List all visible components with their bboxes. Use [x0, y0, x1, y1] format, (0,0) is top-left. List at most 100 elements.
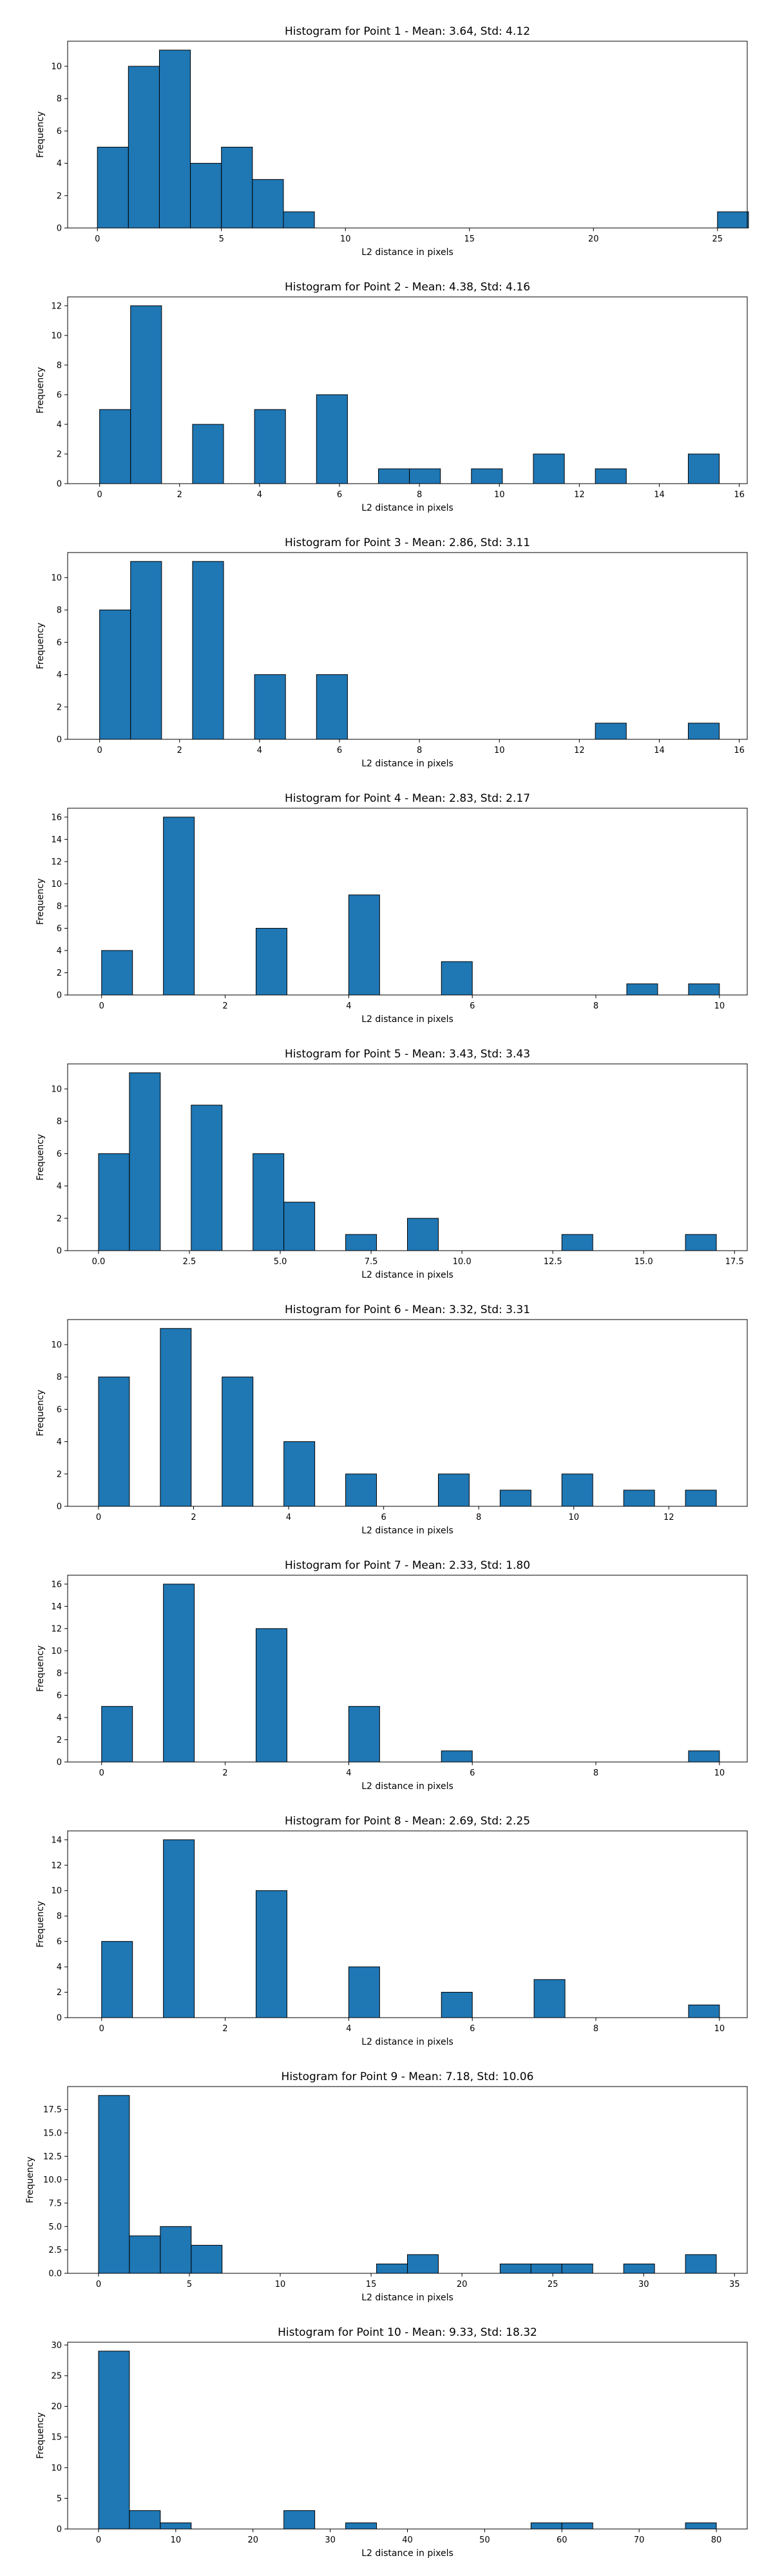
- x-tick-label: 4: [257, 746, 262, 755]
- histogram-bar: [688, 1750, 720, 1763]
- histogram-bar: [717, 211, 749, 229]
- histogram-bar: [98, 1153, 130, 1251]
- x-tick-label: 6: [470, 1768, 475, 1778]
- x-tick-label: 15.0: [635, 1257, 653, 1267]
- y-tick-label: 2: [57, 703, 62, 712]
- chart-title: Histogram for Point 5 - Mean: 3.43, Std:…: [285, 1048, 530, 1061]
- histogram-bar: [256, 1890, 287, 2018]
- histogram-panel-1: 0 5 10 15 20 25 0 2 4 6 8 10 Histogram for Point 1 -…: [35, 25, 749, 258]
- x-tick-label: 2: [191, 1513, 196, 1522]
- histogram-bar: [595, 723, 627, 740]
- histogram-bar: [101, 1941, 133, 2018]
- histogram-bar: [561, 2263, 593, 2274]
- plot-frame: [67, 41, 748, 229]
- y-axis-label: Frequency: [35, 367, 46, 413]
- histogram-bar: [348, 1966, 380, 2018]
- histogram-bar: [437, 1473, 470, 1507]
- histogram-bar: [256, 927, 287, 996]
- plot-frame: [67, 1319, 748, 1507]
- x-axis-label: L2 distance in pixels: [361, 247, 453, 258]
- histogram-bar: [98, 2351, 130, 2530]
- y-tick-label: 10: [51, 1886, 62, 1896]
- y-tick-label: 4: [57, 420, 62, 430]
- y-tick-label: 8: [57, 95, 62, 104]
- y-axis-label: Frequency: [35, 878, 46, 925]
- y-axis-label: Frequency: [25, 2157, 35, 2203]
- y-tick-label: 15.0: [43, 2128, 62, 2138]
- x-tick-label: 12: [574, 746, 585, 755]
- histogram-bar: [191, 1104, 223, 1251]
- x-axis-label: L2 distance in pixels: [361, 1270, 453, 1280]
- y-tick-label: 2: [57, 1736, 62, 1745]
- y-tick-label: 6: [57, 924, 62, 934]
- y-tick-label: 0: [57, 1758, 62, 1768]
- histogram-bar: [499, 2263, 531, 2274]
- x-tick-label: 8: [593, 2024, 598, 2034]
- histogram-bar: [283, 211, 315, 229]
- y-tick-label: 7.5: [48, 2199, 62, 2208]
- y-tick-label: 30: [51, 2341, 62, 2351]
- y-tick-label: 0: [57, 2525, 62, 2535]
- x-tick-label: 10: [340, 234, 351, 244]
- chart-title: Histogram for Point 6 - Mean: 3.32, Std:…: [285, 1303, 530, 1316]
- x-axis-label: L2 distance in pixels: [361, 2293, 453, 2303]
- x-tick-label: 30: [638, 2280, 649, 2289]
- x-axis-label: L2 distance in pixels: [361, 1526, 453, 1536]
- x-tick-label: 10: [171, 2535, 182, 2545]
- x-tick-label: 50: [479, 2535, 490, 2545]
- histogram-panel-3: 0 2 4 6 8 10 12 14 16 0 2 4 6 8 10 Histogram for Point …: [35, 536, 748, 769]
- x-tick-label: 12: [574, 490, 585, 500]
- y-axis-label: Frequency: [35, 2412, 46, 2459]
- y-tick-label: 6: [57, 638, 62, 648]
- histogram-bar: [98, 2095, 130, 2274]
- x-tick-label: 15: [464, 234, 475, 244]
- y-tick-label: 16: [51, 813, 62, 822]
- x-tick-label: 17.5: [725, 1257, 744, 1267]
- x-tick-label: 0: [95, 234, 100, 244]
- histogram-bar: [190, 163, 222, 229]
- x-tick-label: 7.5: [365, 1257, 378, 1267]
- histogram-bar: [530, 2263, 562, 2274]
- histogram-bar: [160, 2226, 192, 2274]
- y-tick-label: 0: [57, 1247, 62, 1256]
- x-tick-label: 10: [714, 2024, 725, 2034]
- histogram-panel-9: 0 5 10 15 20 25 30 35 0.0 2.5 5.0 7.5 10.0 12.5 15.0 17…: [25, 2070, 748, 2303]
- plot-frame: [67, 1575, 748, 1763]
- histogram-bar: [130, 561, 162, 740]
- x-tick-label: 5: [219, 234, 224, 244]
- y-tick-label: 6: [57, 127, 62, 137]
- histogram-panel-5: 0.0 2.5 5.0 7.5 10.0 12.5 15.0 17.5 0 2 4 6 8 10 Histo…: [35, 1048, 748, 1280]
- x-tick-label: 10: [494, 490, 505, 500]
- x-tick-label: 0: [97, 746, 102, 755]
- histogram-panel-8: 0 2 4 6 8 10 0 2 4 6 8 10 12 14 Histogram for Point 8 …: [35, 1815, 748, 2047]
- histogram-bar: [471, 468, 503, 484]
- chart-title: Histogram for Point 7 - Mean: 2.33, Std:…: [285, 1559, 530, 1572]
- y-tick-label: 2: [57, 1470, 62, 1479]
- histogram-bar: [595, 468, 627, 484]
- y-tick-label: 2: [57, 1214, 62, 1224]
- histogram-panel-6: 0 2 4 6 8 10 12 0 2 4 6 8 10 Histogram for Point 6 - …: [35, 1303, 748, 1536]
- x-tick-label: 2: [222, 1768, 227, 1778]
- y-tick-label: 10: [51, 1340, 62, 1350]
- x-axis-label: L2 distance in pixels: [361, 759, 453, 769]
- y-tick-label: 5: [57, 2494, 62, 2504]
- histogram-bar: [687, 453, 720, 484]
- plot-frame: [67, 296, 748, 484]
- x-tick-label: 4: [286, 1513, 291, 1522]
- histogram-bar: [623, 2263, 655, 2274]
- y-axis-label: Frequency: [35, 1390, 46, 1436]
- histogram-bar: [221, 146, 253, 229]
- x-tick-label: 40: [402, 2535, 413, 2545]
- y-tick-label: 14: [51, 835, 62, 845]
- y-tick-label: 0: [57, 735, 62, 745]
- y-tick-label: 0: [57, 2014, 62, 2023]
- x-tick-label: 8: [417, 746, 422, 755]
- y-tick-label: 10: [51, 1084, 62, 1094]
- histogram-bar: [101, 1706, 133, 1763]
- histogram-bar: [626, 983, 658, 996]
- y-tick-label: 2: [57, 191, 62, 201]
- histogram-bar: [345, 2522, 377, 2530]
- histogram-bar: [158, 50, 191, 229]
- histogram-panel-7: 0 2 4 6 8 10 0 2 4 6 8 10 12 14 16 Histogram for Point …: [35, 1559, 748, 1792]
